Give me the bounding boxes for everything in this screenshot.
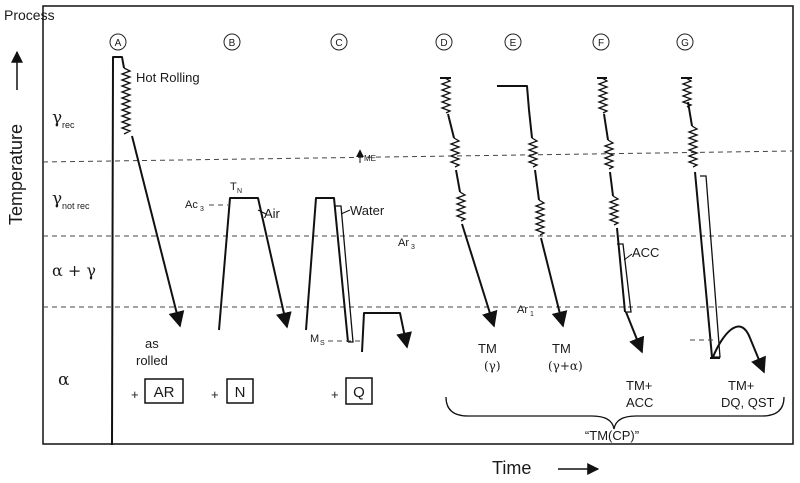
process-marker-e: E: [504, 33, 522, 51]
svg-text:D: D: [440, 38, 447, 49]
process-marker-b: B: [223, 33, 241, 51]
result-f-line2: ACC: [626, 395, 653, 410]
process-g-curve: [681, 77, 766, 374]
result-g-line2: DQ, QST: [721, 395, 775, 410]
result-g-line1: TM+: [728, 378, 754, 393]
svg-text:3: 3: [200, 206, 204, 213]
svg-text:γ: γ: [52, 108, 62, 128]
result-d-line1: TM: [478, 341, 497, 356]
as-rolled-label-line1: as: [145, 336, 159, 351]
ar1-label: Ar 1: [517, 304, 534, 318]
result-d-line2: (γ): [484, 359, 501, 373]
process-marker-d: D: [435, 33, 453, 51]
acc-leader: [623, 253, 633, 261]
as-rolled-label-line2: rolled: [136, 353, 168, 368]
air-leader: [257, 209, 267, 215]
hot-rolling-label: Hot Rolling: [136, 70, 200, 85]
process-marker-a: A: [109, 33, 127, 51]
svg-text:T: T: [230, 181, 237, 193]
tn-label: T N: [230, 181, 242, 195]
code-n: N: [235, 384, 246, 401]
zone-gamma-rec: γ rec: [52, 108, 75, 130]
process-marker-f: F: [592, 33, 610, 51]
diagram-frame: [42, 5, 794, 445]
process-label: Process: [4, 7, 55, 23]
zone-alpha-gamma: α + γ: [52, 261, 96, 280]
code-n-box: [226, 378, 254, 404]
time-axis-label: Time: [492, 458, 531, 478]
code-q: Q: [353, 384, 365, 401]
svg-text:not rec: not rec: [62, 201, 90, 211]
recrystallization-stop-line: [42, 150, 794, 163]
svg-text:Ar: Ar: [398, 237, 409, 249]
code-ar: AR: [154, 384, 175, 401]
water-leader: [340, 209, 351, 215]
svg-text:Ar: Ar: [517, 304, 528, 316]
process-e-curve: [497, 85, 568, 328]
process-c-curve: [305, 197, 412, 353]
ms-label: M S: [310, 333, 325, 347]
process-a-curve: [111, 56, 185, 446]
process-d-curve: [440, 77, 498, 328]
svg-text:G: G: [681, 38, 689, 49]
plus-ar: +: [131, 387, 139, 402]
svg-text:M: M: [310, 333, 319, 345]
svg-text:B: B: [229, 38, 236, 49]
svg-text:C: C: [335, 38, 342, 49]
svg-text:γ: γ: [52, 189, 62, 209]
code-q-box: [345, 377, 373, 405]
air-label: Air: [264, 206, 281, 221]
tm-cp-label: “TM(CP)”: [585, 428, 639, 443]
svg-text:3: 3: [411, 244, 415, 251]
tm-cp-brace: [445, 396, 785, 430]
ac3-label: Ac 3: [185, 199, 204, 213]
svg-text:S: S: [320, 340, 325, 347]
code-ar-box: [144, 378, 184, 404]
plus-q: +: [331, 387, 339, 402]
result-e-line2: (γ+α): [548, 359, 583, 373]
me-indicator: ME: [356, 149, 376, 163]
temperature-axis-label: Temperature: [6, 124, 26, 225]
process-f-curve: [597, 77, 645, 354]
process-b-curve: [218, 197, 292, 331]
svg-text:N: N: [237, 188, 242, 195]
plus-n: +: [211, 387, 219, 402]
svg-text:E: E: [510, 38, 517, 49]
result-e-line1: TM: [552, 341, 571, 356]
svg-text:A: A: [115, 38, 122, 49]
process-marker-c: C: [330, 33, 348, 51]
svg-text:rec: rec: [62, 120, 75, 130]
zone-gamma-not-rec: γ not rec: [52, 189, 90, 211]
ar3-label: Ar 3: [398, 237, 415, 251]
svg-text:Ac: Ac: [185, 199, 198, 211]
svg-text:ME: ME: [364, 154, 376, 163]
result-f-line1: TM+: [626, 378, 652, 393]
process-marker-g: G: [676, 33, 694, 51]
zone-alpha: α: [58, 370, 70, 390]
svg-text:1: 1: [530, 311, 534, 318]
acc-label: ACC: [632, 245, 659, 260]
svg-text:F: F: [598, 38, 604, 49]
water-label: Water: [350, 203, 385, 218]
